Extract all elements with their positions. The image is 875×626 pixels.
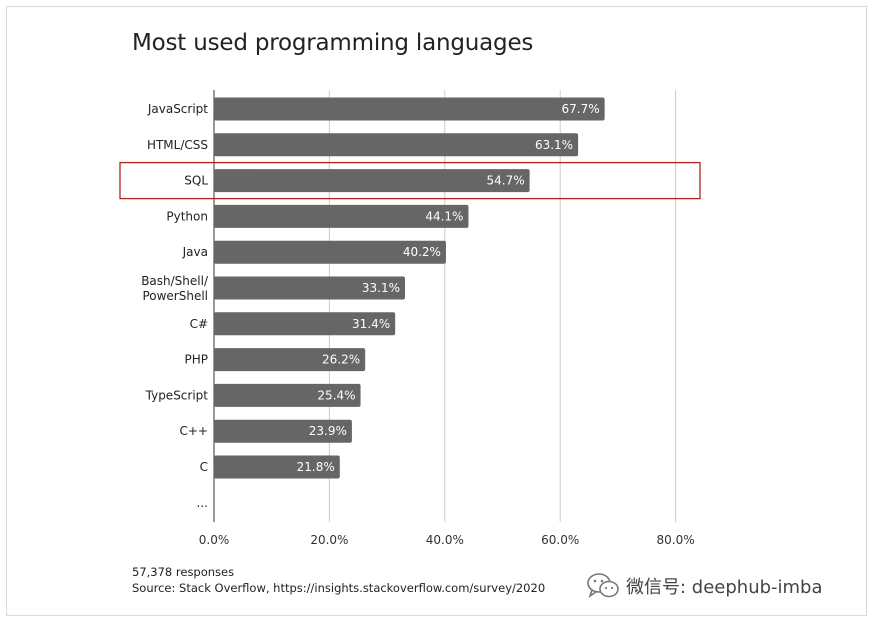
bar-value-label: 33.1% — [362, 281, 400, 295]
category-label: Python — [166, 209, 208, 223]
category-label: JavaScript — [147, 102, 208, 116]
x-tick-label: 60.0% — [541, 533, 579, 547]
x-tick-label: 0.0% — [199, 533, 230, 547]
bar — [214, 276, 405, 300]
source-note: Source: Stack Overflow, https://insights… — [132, 581, 546, 595]
wechat-icon — [587, 573, 619, 598]
bar-value-label: 44.1% — [425, 209, 463, 223]
bar-value-label: 63.1% — [535, 138, 573, 152]
category-label: C++ — [180, 424, 209, 438]
bar-value-label: 25.4% — [317, 388, 355, 402]
watermark: 微信号: deephub-imba — [586, 570, 823, 602]
bar — [214, 455, 340, 479]
category-label: ... — [197, 496, 208, 510]
bar-value-label: 54.7% — [486, 174, 524, 188]
bar-value-label: 67.7% — [562, 102, 600, 116]
bar — [214, 204, 469, 228]
x-tick-label: 40.0% — [426, 533, 464, 547]
category-label: C# — [190, 317, 208, 331]
category-label: PHP — [185, 353, 209, 367]
bar — [214, 348, 366, 372]
bar-value-label: 21.8% — [297, 460, 335, 474]
bar-value-label: 31.4% — [352, 317, 390, 331]
bar-value-label: 26.2% — [322, 353, 360, 367]
bar — [214, 169, 530, 193]
responses-count: 57,378 responses — [132, 565, 235, 579]
category-label: HTML/CSS — [147, 138, 208, 152]
category-label: Java — [182, 245, 208, 259]
bar — [214, 383, 361, 407]
bar — [214, 312, 396, 336]
highlight-box — [119, 161, 701, 200]
x-tick-label: 80.0% — [657, 533, 695, 547]
category-label: Bash/Shell/PowerShell — [141, 274, 209, 303]
x-tick-label: 20.0% — [310, 533, 348, 547]
bar-value-label: 23.9% — [309, 424, 347, 438]
bar — [214, 133, 579, 157]
bar-value-label: 40.2% — [403, 245, 441, 259]
category-label: SQL — [184, 174, 208, 188]
bar — [214, 240, 446, 264]
category-label: C — [200, 460, 208, 474]
category-label: TypeScript — [145, 388, 209, 402]
chart-title: Most used programming languages — [132, 30, 534, 56]
bar — [214, 419, 352, 443]
watermark-text: 微信号: deephub-imba — [626, 577, 823, 598]
bar — [214, 97, 605, 121]
